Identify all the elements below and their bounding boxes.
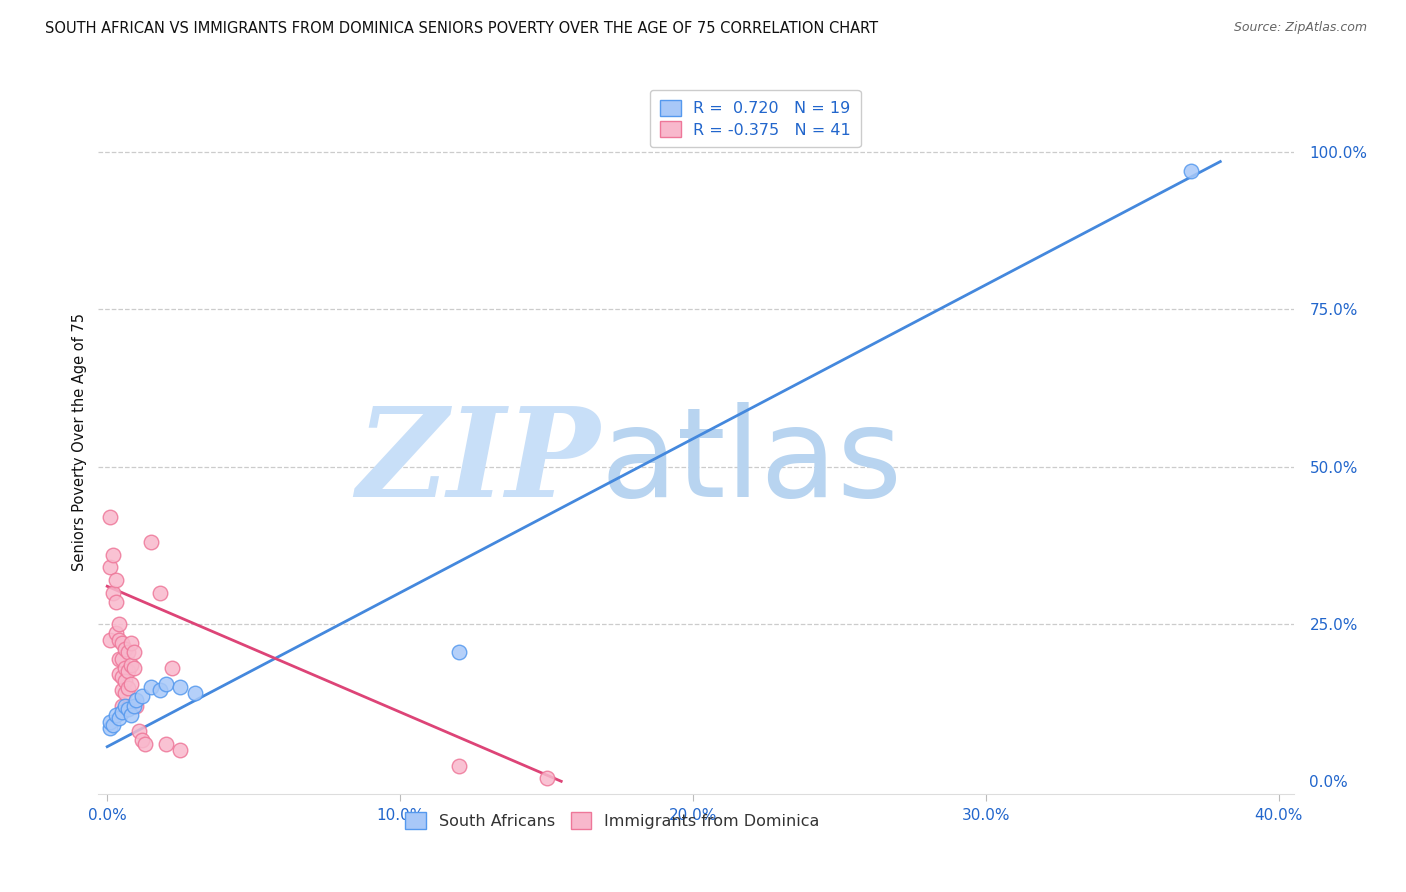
Point bbox=[111, 683, 134, 698]
Text: ZIP: ZIP bbox=[357, 402, 600, 524]
Point bbox=[120, 677, 142, 691]
Point bbox=[111, 705, 134, 719]
Point bbox=[141, 535, 163, 549]
Point bbox=[120, 708, 142, 723]
Point bbox=[98, 714, 121, 729]
Y-axis label: Seniors Poverty Over the Age of 75: Seniors Poverty Over the Age of 75 bbox=[72, 312, 87, 571]
Point bbox=[447, 758, 470, 772]
Point bbox=[108, 667, 131, 681]
Text: SOUTH AFRICAN VS IMMIGRANTS FROM DOMINICA SENIORS POVERTY OVER THE AGE OF 75 COR: SOUTH AFRICAN VS IMMIGRANTS FROM DOMINIC… bbox=[45, 21, 879, 37]
Point bbox=[125, 692, 148, 706]
Point bbox=[98, 632, 121, 647]
Point bbox=[111, 651, 134, 665]
Point bbox=[1180, 164, 1202, 178]
Point bbox=[122, 698, 145, 713]
Text: Source: ZipAtlas.com: Source: ZipAtlas.com bbox=[1233, 21, 1367, 35]
Point bbox=[184, 686, 207, 700]
Point bbox=[114, 686, 136, 700]
Point bbox=[120, 657, 142, 672]
Point bbox=[160, 661, 183, 675]
Point bbox=[117, 702, 139, 716]
Point bbox=[111, 671, 134, 685]
Point bbox=[98, 560, 121, 574]
Point bbox=[149, 683, 172, 698]
Point bbox=[169, 743, 191, 757]
Point bbox=[447, 645, 470, 659]
Point bbox=[105, 573, 127, 587]
Point bbox=[108, 617, 131, 632]
Point bbox=[131, 733, 153, 747]
Point bbox=[101, 548, 124, 562]
Legend: South Africans, Immigrants from Dominica: South Africans, Immigrants from Dominica bbox=[399, 805, 825, 835]
Point bbox=[128, 723, 150, 738]
Point bbox=[149, 585, 172, 599]
Point bbox=[108, 711, 131, 725]
Point bbox=[117, 664, 139, 678]
Point bbox=[122, 645, 145, 659]
Text: atlas: atlas bbox=[600, 402, 903, 524]
Point bbox=[117, 645, 139, 659]
Point bbox=[105, 595, 127, 609]
Point bbox=[120, 636, 142, 650]
Point bbox=[114, 698, 136, 713]
Point bbox=[125, 698, 148, 713]
Point bbox=[105, 626, 127, 640]
Point bbox=[122, 661, 145, 675]
Point bbox=[98, 721, 121, 735]
Point bbox=[134, 737, 156, 751]
Point bbox=[117, 700, 139, 714]
Point bbox=[108, 632, 131, 647]
Point bbox=[101, 585, 124, 599]
Point bbox=[101, 717, 124, 731]
Point bbox=[114, 661, 136, 675]
Point bbox=[111, 698, 134, 713]
Point bbox=[105, 708, 127, 723]
Point bbox=[111, 636, 134, 650]
Point bbox=[114, 673, 136, 688]
Point bbox=[536, 771, 558, 785]
Point bbox=[155, 737, 177, 751]
Point bbox=[114, 642, 136, 657]
Point bbox=[117, 681, 139, 696]
Point bbox=[169, 680, 191, 694]
Point bbox=[98, 510, 121, 524]
Point bbox=[141, 680, 163, 694]
Point bbox=[155, 677, 177, 691]
Point bbox=[131, 690, 153, 704]
Point bbox=[108, 651, 131, 665]
